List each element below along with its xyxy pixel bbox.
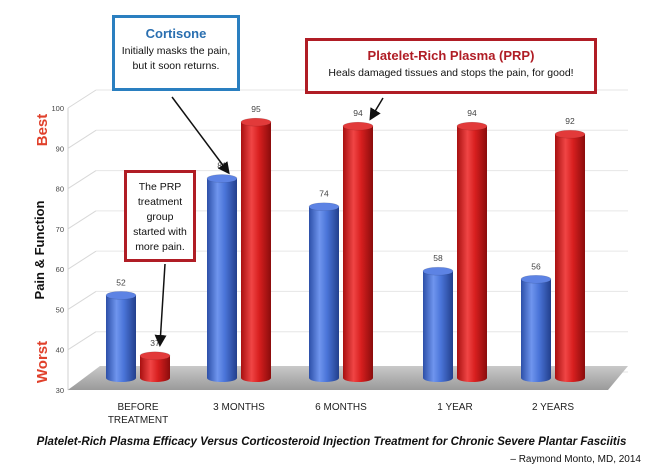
bar-value-label: 94: [467, 108, 477, 118]
y-tick-label: 40: [56, 346, 64, 355]
note-line5: more pain.: [135, 240, 185, 253]
y-tick-label: 60: [56, 265, 64, 274]
cortisone-callout-line1: Initially masks the pain,: [121, 45, 231, 57]
x-category-label: 2 YEARS: [532, 402, 574, 413]
bar-value-label: 92: [565, 116, 575, 126]
y-tick-label: 50: [56, 305, 64, 314]
prp-callout: Platelet-Rich Plasma (PRP) Heals damaged…: [305, 38, 597, 94]
x-category-label: 6 MONTHS: [315, 402, 367, 413]
y-tick-label: 30: [56, 386, 64, 395]
cortisone-bar: [308, 202, 340, 382]
cortisone-callout-line2: but it soon returns.: [132, 60, 220, 73]
note-line3: group: [146, 210, 174, 223]
prp-start-note: The PRP treatment group started with mor…: [124, 170, 196, 262]
note-line2: treatment: [137, 195, 183, 208]
cortisone-bar: [520, 274, 552, 382]
cortisone-callout: Cortisone Initially masks the pain, but …: [112, 15, 240, 91]
prp-bar: [554, 129, 586, 382]
prp-bar: [139, 351, 171, 382]
prp-arrow: [369, 97, 384, 121]
note-arrow: [154, 263, 167, 347]
bar-value-label: 95: [251, 104, 261, 114]
prp-bar: [240, 117, 272, 382]
bar-value-label: 58: [433, 253, 443, 263]
cortisone-bar: [422, 266, 454, 382]
cortisone-callout-title: Cortisone: [145, 26, 207, 41]
bar-value-label: 37: [150, 338, 160, 348]
cortisone-arrow: [171, 96, 230, 175]
bar-value-label: 52: [116, 277, 126, 287]
y-axis-title: Pain & Function: [32, 200, 47, 299]
chart-credit: – Raymond Monto, MD, 2014: [510, 454, 641, 465]
bar-value-label: 74: [319, 189, 329, 199]
note-line1: The PRP: [138, 181, 182, 193]
bar-value-label: 56: [531, 261, 541, 271]
note-line4: started with: [133, 225, 187, 238]
prp-callout-title: Platelet-Rich Plasma (PRP): [367, 48, 535, 63]
y-tick-label: 100: [51, 104, 64, 113]
x-category-label: 1 YEAR: [437, 402, 472, 413]
y-axis-best-label: Best: [34, 114, 51, 147]
x-category-label: BEFORE TREATMENT: [108, 402, 168, 426]
prp-bar: [456, 121, 488, 382]
x-category-label: 3 MONTHS: [213, 402, 265, 413]
cortisone-bar: [206, 174, 238, 382]
y-tick-label: 70: [56, 225, 64, 234]
y-tick-label: 90: [56, 144, 64, 153]
prp-callout-body: Heals damaged tissues and stops the pain…: [328, 67, 574, 79]
y-tick-label: 80: [56, 185, 64, 194]
y-axis-worst-label: Worst: [34, 341, 51, 383]
prp-bar: [342, 121, 374, 382]
cortisone-bar: [105, 291, 137, 382]
chart-caption: Platelet-Rich Plasma Efficacy Versus Cor…: [36, 436, 627, 448]
bar-value-label: 94: [353, 108, 363, 118]
